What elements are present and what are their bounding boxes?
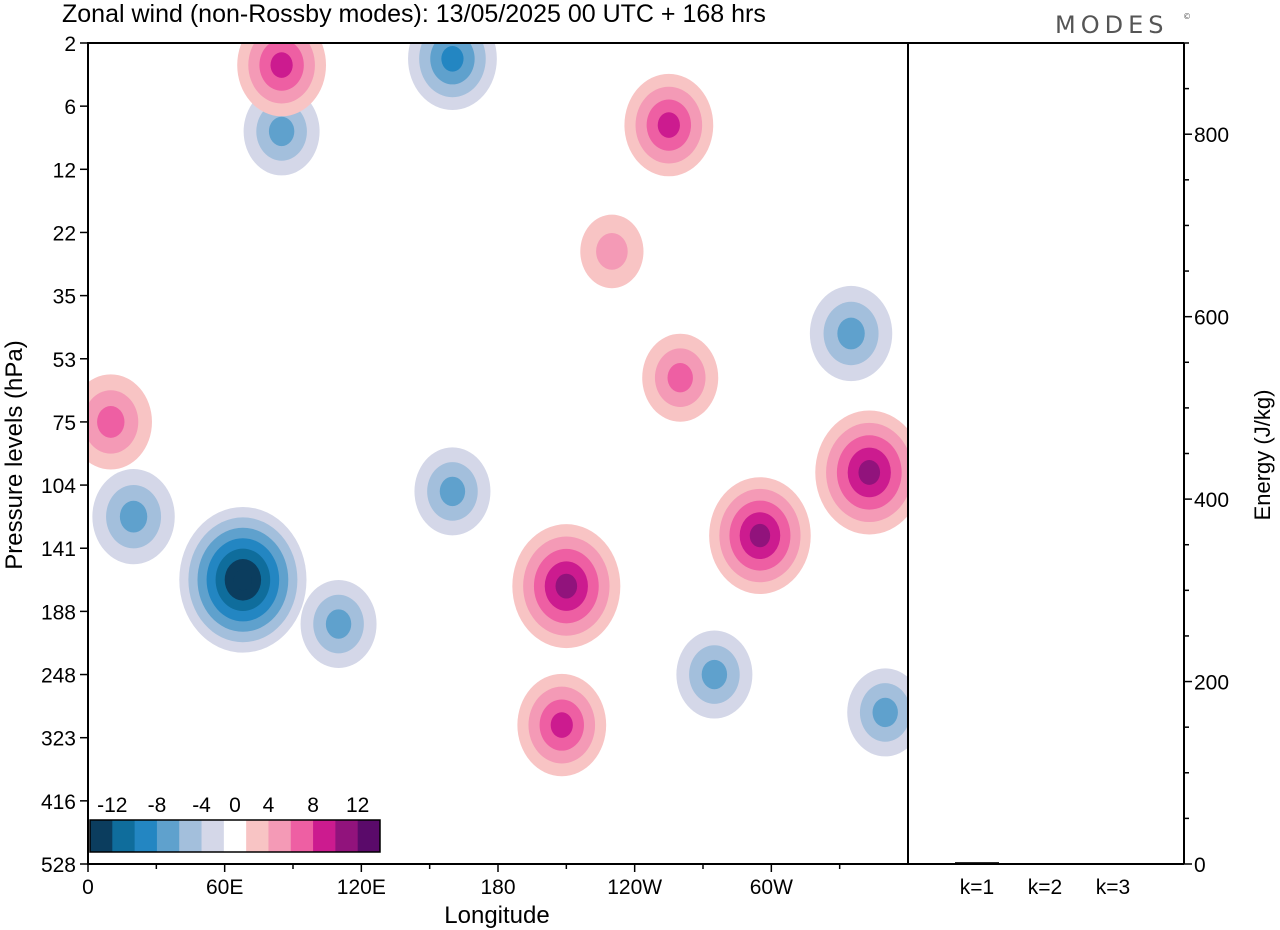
longitude-axis: 0 60E 120E 180 120W 60W xyxy=(82,864,841,899)
energy-tick-label: 600 xyxy=(1194,307,1229,330)
pressure-tick-label: 35 xyxy=(53,286,76,309)
longitude-tick-label: 60E xyxy=(206,876,243,899)
modes-logo-mark: © xyxy=(1183,12,1196,21)
colorbar-swatch xyxy=(156,820,180,852)
heatmap-panel: 2 6 12 22 35 53 75 104 141 188 248 323 416 528 0 60E 12… xyxy=(41,33,908,899)
colorbar-swatch xyxy=(134,820,158,852)
colorbar: -12 -8 -4 0 4 8 12 xyxy=(89,794,381,853)
energy-tick-label: 400 xyxy=(1194,489,1229,512)
pressure-tick-label: 22 xyxy=(53,222,76,245)
heatmap-contour-8-3 xyxy=(701,659,728,690)
energy-panel: 0 200 400 600 800 k=1 k=2 k=3 xyxy=(955,42,1229,899)
wavenumber-axis: k=1 k=2 k=3 xyxy=(960,876,1130,899)
heatmap-background xyxy=(88,43,908,864)
energy-tick-label: 200 xyxy=(1194,672,1229,695)
longitude-tick-label: 180 xyxy=(480,876,515,899)
heatmap-contour-6-5 xyxy=(749,523,771,548)
energy-axis: 0 200 400 600 800 xyxy=(1184,42,1229,877)
colorbar-swatch xyxy=(335,820,359,852)
heatmap-contour-4-5 xyxy=(555,573,578,599)
colorbar-tick-label: 0 xyxy=(229,794,241,817)
colorbar-swatch xyxy=(290,820,314,852)
heatmap-contour-12-3 xyxy=(97,406,125,438)
longitude-tick-label: 120E xyxy=(337,876,386,899)
pressure-tick-label: 248 xyxy=(41,665,76,688)
longitude-tick-label: 0 xyxy=(82,876,94,899)
heatmap-contour-15-3 xyxy=(667,363,693,393)
modes-logo: MODES xyxy=(1055,11,1168,39)
pressure-axis: 2 6 12 22 35 53 75 104 141 188 248 323 416 528 xyxy=(41,33,88,877)
energy-tick-label: 800 xyxy=(1194,124,1229,147)
pressure-tick-label: 75 xyxy=(53,412,76,435)
colorbar-swatch xyxy=(201,820,225,852)
heatmap-frame xyxy=(87,42,909,865)
pressure-tick-label: 6 xyxy=(64,96,76,119)
colorbar-tick-label: -4 xyxy=(192,794,211,817)
colorbar-swatch xyxy=(223,820,247,852)
pressure-tick-label: 104 xyxy=(41,475,76,498)
energy-tick-label: 0 xyxy=(1194,854,1206,877)
energy-category-label: k=1 xyxy=(960,876,994,899)
colorbar-swatch xyxy=(246,820,269,852)
colorbar-swatch xyxy=(357,820,381,852)
longitude-tick-label: 60W xyxy=(750,876,793,899)
colorbar-tick-label: -8 xyxy=(148,794,167,817)
heatmap-contour-5-4 xyxy=(550,712,573,738)
pressure-tick-label: 416 xyxy=(41,791,76,814)
colorbar-swatch xyxy=(112,820,136,852)
energy-category-label: k=2 xyxy=(1028,876,1062,899)
heatmap-contour-13-3 xyxy=(268,116,295,147)
colorbar-swatch xyxy=(313,820,336,852)
heatmap-contour-0-7 xyxy=(233,569,252,591)
colorbar-swatch xyxy=(179,820,203,852)
pressure-tick-label: 12 xyxy=(53,159,76,182)
heatmap-contour-16-2 xyxy=(596,233,628,270)
colorbar-tick-label: 8 xyxy=(307,794,319,817)
colorbar-tick-label: 12 xyxy=(346,794,369,817)
pressure-tick-label: 141 xyxy=(41,538,76,561)
colorbar-tick-label: 4 xyxy=(263,794,275,817)
colorbar-frame xyxy=(89,819,381,853)
pressure-tick-label: 528 xyxy=(41,854,76,877)
heatmap-contour-11-4 xyxy=(441,45,464,72)
chart-title: Zonal wind (non-Rossby modes): 13/05/202… xyxy=(62,0,766,28)
heatmap-contour-2-3 xyxy=(325,609,352,639)
longitude-tick-label: 120W xyxy=(607,876,662,899)
x-axis-label: Longitude xyxy=(444,902,549,929)
energy-axis-label: Energy (J/kg) xyxy=(1250,390,1275,521)
colorbar-tick-label: -12 xyxy=(97,794,127,817)
heatmap-contour-9-3 xyxy=(872,697,898,728)
heatmap-contour-1-3 xyxy=(119,500,148,533)
colorbar-swatch xyxy=(90,820,113,852)
heatmap-contour-14-3 xyxy=(837,317,865,350)
energy-category-label: k=3 xyxy=(1096,876,1130,899)
pressure-tick-label: 323 xyxy=(41,728,76,751)
heatmap-contour-7-5 xyxy=(858,460,881,485)
heatmap-field xyxy=(88,43,908,777)
colorbar-swatch xyxy=(268,820,292,852)
pressure-tick-label: 2 xyxy=(64,33,76,56)
heatmap-contour-3-3 xyxy=(439,476,466,507)
heatmap-contour-17-4 xyxy=(270,52,293,78)
pressure-tick-label: 188 xyxy=(41,601,76,624)
heatmap-contour-10-4 xyxy=(657,112,680,138)
pressure-tick-label: 53 xyxy=(53,349,76,372)
y-axis-label: Pressure levels (hPa) xyxy=(1,340,28,569)
